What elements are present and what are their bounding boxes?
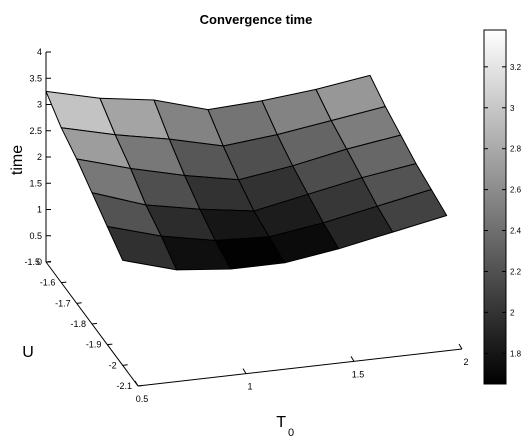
x-tick-mark bbox=[458, 343, 463, 350]
y-tick-mark bbox=[76, 302, 82, 304]
x-axis-label-subscript: 0 bbox=[288, 427, 294, 439]
z-tick-label: 2 bbox=[37, 152, 42, 162]
colorbar-tick-label: 3.2 bbox=[510, 63, 522, 72]
y-tick-mark bbox=[122, 364, 128, 366]
colorbar-tick-label: 3 bbox=[510, 104, 515, 113]
x-tick-mark bbox=[242, 368, 247, 374]
x-axis-label: T bbox=[276, 414, 286, 431]
surface-patch bbox=[376, 189, 448, 233]
colorbar-tick-label: 2.8 bbox=[510, 145, 522, 154]
z-tick-label: 2.5 bbox=[29, 126, 42, 136]
y-tick-mark bbox=[137, 384, 144, 387]
z-tick-label: 1 bbox=[37, 205, 42, 215]
y-tick-label: -1.8 bbox=[70, 319, 86, 329]
y-tick-mark bbox=[107, 343, 113, 346]
colorbar-tick-label: 2.4 bbox=[510, 227, 522, 236]
surface-patch bbox=[45, 90, 116, 136]
y-tick-label: -1.7 bbox=[55, 298, 71, 308]
z-tick-label: 0 bbox=[37, 257, 42, 267]
x-tick-label: 1 bbox=[247, 382, 252, 392]
y-tick-label: -1.6 bbox=[40, 278, 56, 288]
colorbar-tick-label: 2.6 bbox=[510, 186, 522, 195]
z-tick-label: 3.5 bbox=[29, 73, 42, 83]
z-tick-label: 0.5 bbox=[29, 231, 42, 241]
colorbar-gradient bbox=[483, 29, 507, 385]
y-axis-label: U bbox=[22, 344, 34, 361]
surface-mesh bbox=[45, 74, 448, 271]
y-tick-mark bbox=[45, 260, 52, 263]
colorbar-tick-label: 2.2 bbox=[510, 267, 522, 276]
chart-title: Convergence time bbox=[200, 12, 313, 27]
x-tick-mark bbox=[134, 380, 139, 387]
y-tick-label: -2 bbox=[109, 360, 117, 370]
x-tick-label: 2 bbox=[463, 357, 468, 367]
y-tick-label: -2.1 bbox=[116, 381, 132, 391]
z-tick-label: 3 bbox=[37, 100, 42, 110]
y-tick-mark bbox=[61, 281, 67, 284]
x-axis-line bbox=[137, 348, 463, 387]
y-tick-label: -1.9 bbox=[86, 340, 102, 350]
z-tick-label: 4 bbox=[37, 47, 42, 57]
x-tick-label: 1.5 bbox=[352, 369, 365, 379]
x-tick-label: 0.5 bbox=[136, 394, 149, 404]
y-tick-label: -1.5 bbox=[24, 257, 40, 267]
colorbar: 1.8 2 2.2 2.4 2.6 2.8 3 3.2 bbox=[483, 29, 522, 385]
z-tick-label: 1.5 bbox=[29, 178, 42, 188]
z-axis-label: time bbox=[9, 145, 26, 175]
colorbar-tick-label: 1.8 bbox=[510, 349, 522, 358]
x-tick-mark bbox=[350, 356, 355, 362]
axis-ticks: 0 0.5 1 1.5 2 2.5 3 3.5 4 -1.5 -1.6 -1.7 -1.8 -1.9 -2 -… bbox=[24, 47, 468, 404]
y-tick-mark bbox=[91, 322, 98, 325]
colorbar-tick-label: 2 bbox=[510, 308, 515, 317]
